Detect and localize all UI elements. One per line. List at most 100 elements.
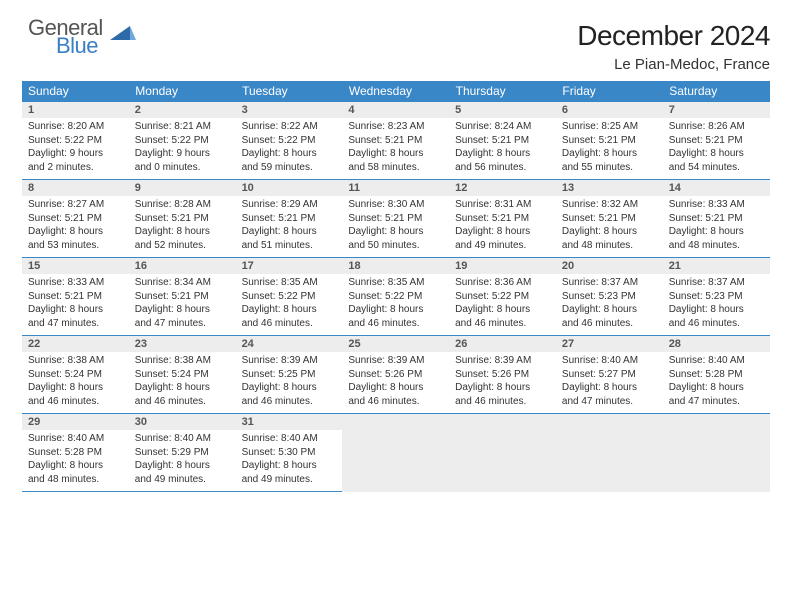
day-ss: Sunset: 5:23 PM — [562, 290, 657, 304]
day-sr: Sunrise: 8:25 AM — [562, 120, 657, 134]
day-cell: Sunrise: 8:27 AMSunset: 5:21 PMDaylight:… — [22, 196, 129, 258]
day-number: 16 — [129, 258, 236, 275]
day-d2: and 53 minutes. — [28, 239, 123, 253]
day-cell: Sunrise: 8:33 AMSunset: 5:21 PMDaylight:… — [22, 274, 129, 336]
day-sr: Sunrise: 8:40 AM — [562, 354, 657, 368]
day-cell: Sunrise: 8:38 AMSunset: 5:24 PMDaylight:… — [129, 352, 236, 414]
day-ss: Sunset: 5:22 PM — [455, 290, 550, 304]
day-ss: Sunset: 5:21 PM — [455, 134, 550, 148]
day-d1: Daylight: 8 hours — [455, 303, 550, 317]
day-ss: Sunset: 5:23 PM — [669, 290, 764, 304]
day-number: 10 — [236, 180, 343, 197]
day-d1: Daylight: 8 hours — [669, 381, 764, 395]
day-ss: Sunset: 5:21 PM — [669, 212, 764, 226]
day-d1: Daylight: 8 hours — [562, 225, 657, 239]
day-number: 15 — [22, 258, 129, 275]
day-d2: and 48 minutes. — [562, 239, 657, 253]
day-cell: Sunrise: 8:40 AMSunset: 5:29 PMDaylight:… — [129, 430, 236, 492]
day-ss: Sunset: 5:27 PM — [562, 368, 657, 382]
day-sr: Sunrise: 8:37 AM — [669, 276, 764, 290]
day-cell: Sunrise: 8:40 AMSunset: 5:27 PMDaylight:… — [556, 352, 663, 414]
day-cell: Sunrise: 8:23 AMSunset: 5:21 PMDaylight:… — [342, 118, 449, 180]
day-number: 25 — [342, 336, 449, 353]
day-cell: Sunrise: 8:29 AMSunset: 5:21 PMDaylight:… — [236, 196, 343, 258]
day-number: 7 — [663, 102, 770, 119]
day-d1: Daylight: 8 hours — [562, 147, 657, 161]
day-ss: Sunset: 5:28 PM — [669, 368, 764, 382]
day-d1: Daylight: 9 hours — [135, 147, 230, 161]
day-number: 3 — [236, 102, 343, 119]
weekday-header: Saturday — [663, 81, 770, 102]
day-d1: Daylight: 9 hours — [28, 147, 123, 161]
day-ss: Sunset: 5:21 PM — [669, 134, 764, 148]
day-ss: Sunset: 5:21 PM — [455, 212, 550, 226]
day-d1: Daylight: 8 hours — [28, 225, 123, 239]
day-d1: Daylight: 8 hours — [28, 303, 123, 317]
day-number: 8 — [22, 180, 129, 197]
day-sr: Sunrise: 8:38 AM — [135, 354, 230, 368]
day-sr: Sunrise: 8:39 AM — [348, 354, 443, 368]
day-d2: and 54 minutes. — [669, 161, 764, 175]
day-cell: Sunrise: 8:35 AMSunset: 5:22 PMDaylight:… — [236, 274, 343, 336]
content-row: Sunrise: 8:33 AMSunset: 5:21 PMDaylight:… — [22, 274, 770, 336]
day-number: 5 — [449, 102, 556, 119]
empty-cell — [556, 430, 663, 492]
day-number: 29 — [22, 414, 129, 431]
day-cell: Sunrise: 8:34 AMSunset: 5:21 PMDaylight:… — [129, 274, 236, 336]
day-d1: Daylight: 8 hours — [455, 381, 550, 395]
day-number: 28 — [663, 336, 770, 353]
day-cell: Sunrise: 8:37 AMSunset: 5:23 PMDaylight:… — [663, 274, 770, 336]
day-d1: Daylight: 8 hours — [669, 303, 764, 317]
day-number: 6 — [556, 102, 663, 119]
day-sr: Sunrise: 8:29 AM — [242, 198, 337, 212]
day-cell: Sunrise: 8:21 AMSunset: 5:22 PMDaylight:… — [129, 118, 236, 180]
day-d1: Daylight: 8 hours — [135, 303, 230, 317]
day-sr: Sunrise: 8:36 AM — [455, 276, 550, 290]
day-ss: Sunset: 5:21 PM — [348, 134, 443, 148]
day-d1: Daylight: 8 hours — [242, 459, 337, 473]
day-d1: Daylight: 8 hours — [242, 381, 337, 395]
content-row: Sunrise: 8:27 AMSunset: 5:21 PMDaylight:… — [22, 196, 770, 258]
day-d1: Daylight: 8 hours — [28, 381, 123, 395]
day-cell: Sunrise: 8:39 AMSunset: 5:26 PMDaylight:… — [342, 352, 449, 414]
day-ss: Sunset: 5:24 PM — [135, 368, 230, 382]
weekday-header: Sunday — [22, 81, 129, 102]
day-sr: Sunrise: 8:31 AM — [455, 198, 550, 212]
day-d1: Daylight: 8 hours — [135, 225, 230, 239]
day-d1: Daylight: 8 hours — [242, 225, 337, 239]
day-cell: Sunrise: 8:39 AMSunset: 5:25 PMDaylight:… — [236, 352, 343, 414]
day-sr: Sunrise: 8:32 AM — [562, 198, 657, 212]
day-ss: Sunset: 5:22 PM — [242, 290, 337, 304]
day-d2: and 55 minutes. — [562, 161, 657, 175]
day-number: 27 — [556, 336, 663, 353]
day-number: 12 — [449, 180, 556, 197]
logo: General Blue — [28, 18, 103, 56]
day-ss: Sunset: 5:21 PM — [562, 134, 657, 148]
weekday-header: Monday — [129, 81, 236, 102]
day-d2: and 59 minutes. — [242, 161, 337, 175]
day-d1: Daylight: 8 hours — [455, 225, 550, 239]
day-ss: Sunset: 5:22 PM — [135, 134, 230, 148]
day-ss: Sunset: 5:29 PM — [135, 446, 230, 460]
day-d2: and 47 minutes. — [135, 317, 230, 331]
day-d2: and 49 minutes. — [455, 239, 550, 253]
day-sr: Sunrise: 8:28 AM — [135, 198, 230, 212]
day-ss: Sunset: 5:30 PM — [242, 446, 337, 460]
day-cell: Sunrise: 8:28 AMSunset: 5:21 PMDaylight:… — [129, 196, 236, 258]
day-d1: Daylight: 8 hours — [669, 147, 764, 161]
day-cell: Sunrise: 8:31 AMSunset: 5:21 PMDaylight:… — [449, 196, 556, 258]
day-sr: Sunrise: 8:40 AM — [135, 432, 230, 446]
day-d1: Daylight: 8 hours — [455, 147, 550, 161]
day-sr: Sunrise: 8:22 AM — [242, 120, 337, 134]
day-d2: and 47 minutes. — [28, 317, 123, 331]
day-number: 1 — [22, 102, 129, 119]
day-d2: and 58 minutes. — [348, 161, 443, 175]
day-cell: Sunrise: 8:37 AMSunset: 5:23 PMDaylight:… — [556, 274, 663, 336]
day-number: 13 — [556, 180, 663, 197]
empty-cell — [556, 414, 663, 431]
day-ss: Sunset: 5:21 PM — [28, 212, 123, 226]
day-ss: Sunset: 5:26 PM — [455, 368, 550, 382]
weekday-header: Tuesday — [236, 81, 343, 102]
day-ss: Sunset: 5:21 PM — [562, 212, 657, 226]
day-number: 26 — [449, 336, 556, 353]
